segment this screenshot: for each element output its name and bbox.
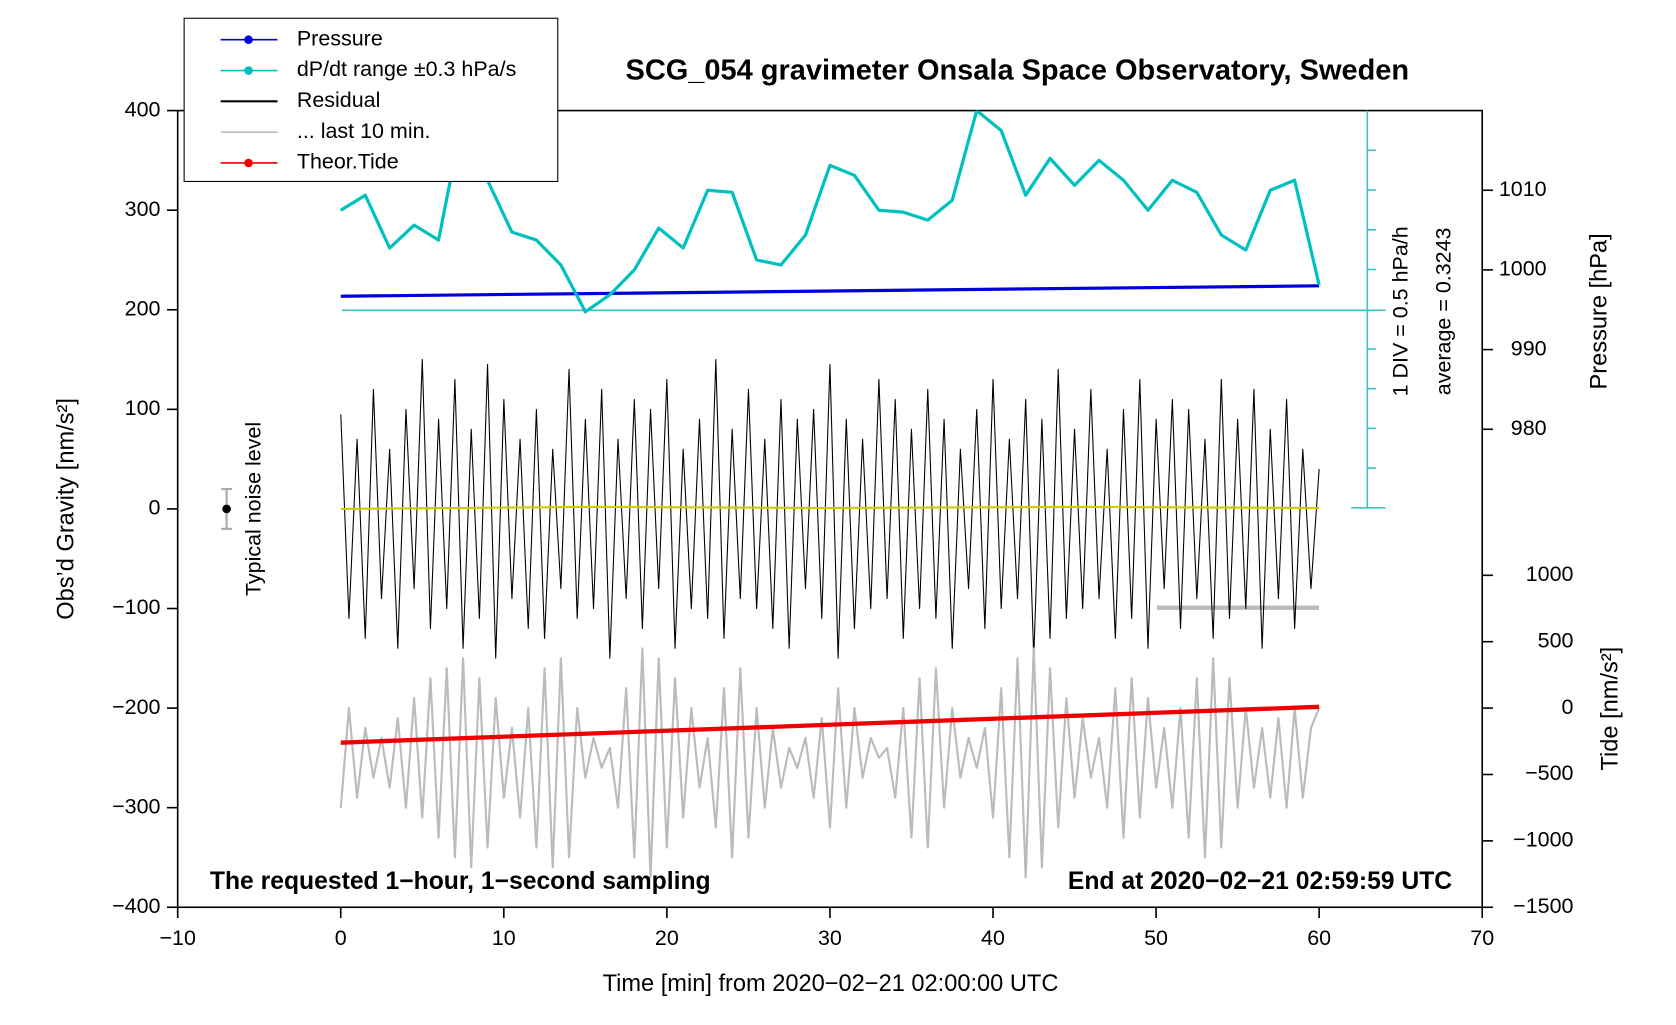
legend xyxy=(183,17,559,182)
series-line xyxy=(340,284,1320,298)
x-tick-label: 50 xyxy=(1144,926,1168,950)
y-tick-label: −400 xyxy=(112,894,160,918)
div-label: 1 DIV = 0.5 hPa/h xyxy=(1388,226,1412,396)
y2-tick-label: 1000 xyxy=(1499,257,1547,281)
x-tick-label: 40 xyxy=(981,926,1005,950)
noise-point xyxy=(222,504,231,514)
y-tick-label: 0 xyxy=(149,496,161,520)
y3-tick-label: −1000 xyxy=(1513,828,1573,852)
y-axis-label: Obs’d Gravity [nm/s²] xyxy=(53,398,79,620)
y3-tick-label: 0 xyxy=(1562,695,1574,719)
y-tick-label: 200 xyxy=(125,296,161,320)
y-tick-label: 300 xyxy=(125,197,161,221)
y3-axis-label: Tide [nm/s²] xyxy=(1597,647,1623,771)
series-line xyxy=(340,359,1320,659)
x-tick-label: 70 xyxy=(1470,926,1494,950)
legend-marker xyxy=(244,35,253,45)
noise-label: Typical noise level xyxy=(242,422,266,596)
y3-tick-label: 1000 xyxy=(1526,562,1574,586)
series-line xyxy=(339,110,1321,314)
y-tick-label: 100 xyxy=(125,396,161,420)
y3-tick-label: −1500 xyxy=(1513,894,1573,918)
legend-label: Theor.Tide xyxy=(297,150,399,174)
series-line xyxy=(339,647,1321,879)
x-tick-label: 10 xyxy=(492,926,516,950)
x-tick-label: −10 xyxy=(159,926,195,950)
y-tick-label: −300 xyxy=(112,794,160,818)
legend-label: ... last 10 min. xyxy=(297,119,431,143)
series-line xyxy=(340,505,1320,510)
x-tick-label: 20 xyxy=(655,926,679,950)
y3-tick-label: −500 xyxy=(1525,761,1573,785)
legend-label: dP/dt range ±0.3 hPa/s xyxy=(297,57,516,81)
average-label: average = 0.3243 xyxy=(1431,228,1455,396)
y3-tick-label: 500 xyxy=(1538,628,1574,652)
legend-label: Pressure xyxy=(297,26,383,50)
legend-marker xyxy=(244,66,253,75)
series-line xyxy=(340,704,1320,745)
legend-marker xyxy=(244,158,253,168)
sampling-note: The requested 1−hour, 1−second sampling xyxy=(210,868,711,895)
y-tick-label: −100 xyxy=(112,595,160,619)
legend-label: Residual xyxy=(297,88,381,112)
end-note: End at 2020−02−21 02:59:59 UTC xyxy=(1068,868,1452,895)
x-tick-label: 60 xyxy=(1307,926,1331,950)
x-tick-label: 30 xyxy=(818,926,842,950)
dpdt-scale xyxy=(341,110,1386,509)
x-tick-label: 0 xyxy=(335,926,347,950)
x-axis-label: Time [min] from 2020−02−21 02:00:00 UTC xyxy=(603,971,1059,997)
y-tick-label: −200 xyxy=(112,695,160,719)
y2-axis-label: Pressure [hPa] xyxy=(1587,233,1613,389)
y2-tick-label: 990 xyxy=(1511,336,1547,360)
y2-tick-label: 980 xyxy=(1511,416,1547,440)
chart-title: SCG_054 gravimeter Onsala Space Observat… xyxy=(626,55,1410,87)
y2-tick-label: 1010 xyxy=(1499,177,1547,201)
y-tick-label: 400 xyxy=(125,97,161,121)
